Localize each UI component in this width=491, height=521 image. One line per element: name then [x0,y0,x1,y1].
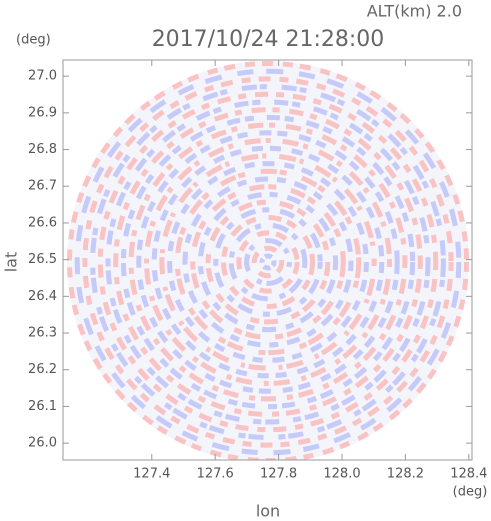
x-tick-label: 128.0 [323,467,360,482]
echo-ring [197,191,339,333]
y-tick-label: 26.1 [28,399,57,414]
y-tick-label: 26.9 [28,105,57,120]
echo-ring [90,84,446,440]
echo-ring [151,145,385,379]
y-tick-label: 26.6 [28,215,57,230]
echo-ring [167,161,369,363]
echo-ring [213,207,323,317]
echo-ring [159,153,377,371]
echo-ring [120,114,416,410]
echo-field [67,61,469,460]
y-tick-label: 26.5 [28,252,57,267]
echo-ring [97,91,439,433]
echo-ring [228,222,308,302]
echo-ring [221,215,315,309]
x-tick-label: 127.6 [197,467,234,482]
echo-ring [82,76,454,448]
y-tick-label: 26.3 [28,326,57,341]
echo-ring [205,199,331,325]
y-tick-label: 26.8 [28,142,57,157]
echo-ring [259,253,277,271]
x-unit: (deg) [453,485,488,500]
echo-ring [244,238,292,286]
y-tick-label: 26.0 [28,436,57,451]
echo-ring [128,122,408,402]
x-tick-label: 127.8 [260,467,297,482]
echo-ring [182,176,354,348]
y-tick-label: 26.2 [28,362,57,377]
chart-title: 2017/10/24 21:28:00 [152,27,385,52]
echo-ring [136,130,400,394]
echo-ring [174,168,362,356]
y-unit: (deg) [16,33,51,48]
x-tick-label: 127.4 [133,467,170,482]
echo-ring [251,245,285,279]
echo-ring [74,68,462,456]
echo-ring [236,230,300,294]
echo-ring [67,61,469,460]
echo-ring [113,107,423,417]
x-axis-label: lon [256,502,280,521]
echo-ring [105,99,431,425]
echo-ring [190,184,346,340]
echo-ring [144,138,392,386]
altitude-label: ALT(km) 2.0 [367,2,462,21]
x-tick-label: 128.2 [387,467,424,482]
y-tick-label: 26.4 [28,289,57,304]
y-axis-label: lat [2,252,21,273]
y-tick-label: 27.0 [28,69,57,84]
x-tick-label: 128.4 [450,467,487,482]
y-tick-label: 26.7 [28,179,57,194]
